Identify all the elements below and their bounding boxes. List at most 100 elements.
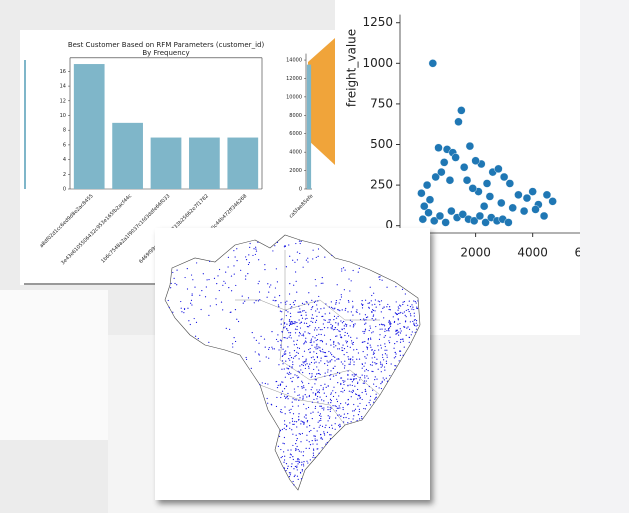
- map-dot: [287, 398, 289, 400]
- map-dot: [314, 278, 316, 281]
- map-dot: [319, 349, 321, 352]
- map-dot: [310, 320, 312, 322]
- y-tick-label: 0: [385, 218, 393, 232]
- map-dot: [343, 381, 345, 383]
- map-dot: [395, 353, 397, 355]
- map-dot: [302, 266, 304, 268]
- map-dot: [329, 434, 331, 436]
- y-tick-label: 1250: [362, 15, 393, 29]
- map-dot: [388, 327, 391, 329]
- map-dot: [397, 323, 399, 325]
- y-tick-label: 2: [63, 172, 66, 178]
- map-dot: [337, 342, 339, 344]
- map-dot: [365, 380, 367, 382]
- map-dot: [315, 319, 318, 321]
- map-dot: [371, 309, 374, 311]
- map-dot: [233, 337, 235, 339]
- map-dot: [347, 370, 349, 372]
- map-dot: [368, 402, 370, 404]
- map-dot: [289, 427, 291, 429]
- map-dot: [383, 324, 385, 326]
- map-dot: [367, 377, 369, 379]
- map-dot: [313, 359, 315, 361]
- map-dot: [291, 420, 294, 422]
- map-dot: [292, 444, 294, 447]
- map-dot: [292, 361, 294, 363]
- map-dot: [400, 305, 402, 307]
- map-dot: [306, 396, 308, 398]
- map-dot: [296, 377, 299, 379]
- map-dot: [311, 314, 314, 316]
- map-dot: [281, 390, 284, 392]
- map-dot: [374, 398, 376, 400]
- map-dot: [387, 327, 390, 330]
- map-dot: [292, 458, 294, 461]
- map-dot: [354, 393, 357, 395]
- map-dot: [364, 323, 366, 325]
- map-dot: [374, 397, 377, 399]
- map-dot: [288, 332, 290, 334]
- map-dot: [187, 307, 189, 309]
- map-dot: [356, 419, 358, 422]
- map-dot: [331, 424, 333, 426]
- map-dot: [317, 448, 319, 450]
- map-dot: [312, 452, 314, 454]
- map-dot: [377, 300, 379, 302]
- map-dot: [209, 260, 211, 263]
- y-tick-label: 10: [60, 113, 66, 119]
- map-dot: [332, 355, 334, 357]
- map-dot: [417, 324, 419, 326]
- map-dot: [327, 371, 329, 373]
- map-dot: [320, 405, 322, 407]
- map-dot: [336, 407, 338, 409]
- map-dot: [301, 302, 304, 304]
- map-dot: [306, 301, 308, 303]
- map-dot: [333, 386, 335, 388]
- map-dot: [340, 361, 342, 363]
- map-dot: [310, 389, 312, 391]
- map-dot: [397, 306, 399, 308]
- map-dot: [268, 291, 270, 293]
- map-dot: [335, 302, 337, 304]
- map-dot: [190, 302, 192, 304]
- map-dot: [291, 463, 293, 465]
- map-dot: [340, 390, 342, 393]
- map-dot: [328, 426, 331, 429]
- map-dot: [413, 324, 416, 327]
- map-dot: [194, 335, 197, 337]
- map-dot: [282, 363, 284, 365]
- map-dot: [305, 341, 307, 343]
- map-dot: [362, 330, 364, 333]
- map-dot: [364, 377, 366, 379]
- map-dot: [313, 427, 315, 429]
- map-dot: [289, 359, 291, 361]
- map-dot: [402, 303, 404, 306]
- map-dot: [375, 306, 377, 308]
- map-dot: [357, 271, 359, 273]
- map-dot: [356, 309, 358, 311]
- map-dot: [322, 323, 324, 325]
- map-dot: [324, 313, 326, 315]
- map-dot: [301, 387, 303, 389]
- map-dot: [292, 398, 294, 400]
- map-dot: [364, 388, 366, 391]
- map-dot: [316, 373, 318, 375]
- map-dot: [340, 377, 343, 379]
- map-dot: [196, 262, 198, 264]
- y-tick-label: 14000: [286, 58, 302, 64]
- map-dot: [285, 303, 287, 305]
- map-dot: [359, 318, 362, 321]
- map-dot: [323, 392, 325, 394]
- map-dot: [191, 304, 193, 306]
- map-dot: [259, 384, 261, 386]
- map-dot: [170, 282, 172, 285]
- map-dot: [389, 309, 391, 311]
- map-dot: [323, 434, 326, 436]
- map-dot: [298, 418, 300, 421]
- map-dot: [223, 280, 225, 282]
- point: [447, 206, 456, 216]
- map-dot: [363, 380, 366, 382]
- map-dot: [309, 363, 311, 365]
- y-tick-label: 0: [299, 187, 302, 193]
- point: [469, 216, 479, 226]
